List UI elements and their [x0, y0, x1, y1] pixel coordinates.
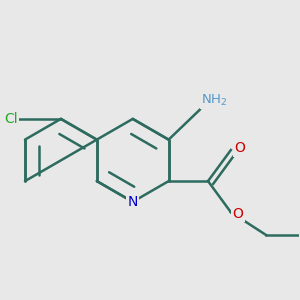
Text: Cl: Cl — [4, 112, 18, 126]
Text: O: O — [234, 141, 245, 155]
Text: O: O — [232, 207, 243, 221]
Text: NH$_2$: NH$_2$ — [202, 93, 228, 108]
Text: N: N — [128, 195, 138, 209]
